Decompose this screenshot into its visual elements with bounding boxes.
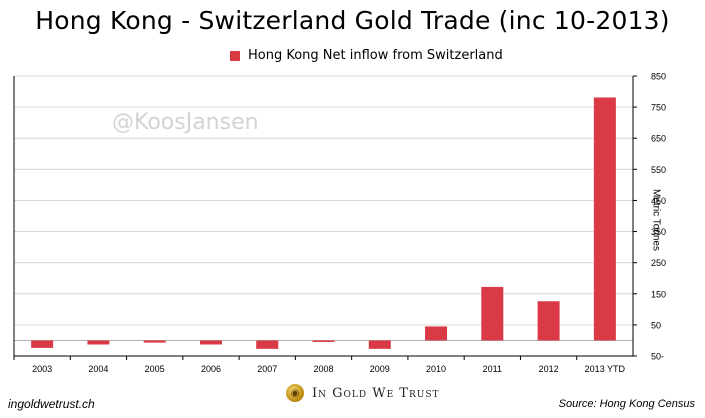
bar <box>593 97 616 341</box>
x-tick-label: 2009 <box>370 364 390 374</box>
y-tick-label: 150 <box>651 289 666 299</box>
brand-name: In Gold We Trust <box>312 385 440 401</box>
bar <box>481 286 504 341</box>
y-tick-label: 250 <box>651 258 666 268</box>
x-tick-label: 2005 <box>145 364 165 374</box>
legend: Hong Kong Net inflow from Switzerland <box>230 48 503 63</box>
bar <box>31 340 54 348</box>
y-axis-label: Metric Tonnes <box>650 188 662 252</box>
y-tick-label: 750 <box>651 103 666 113</box>
watermark: @KoosJansen <box>112 110 259 135</box>
bar <box>425 326 448 341</box>
x-tick-label: 2010 <box>426 364 446 374</box>
bar <box>199 340 222 345</box>
source-note: Source: Hong Kong Census <box>558 398 695 410</box>
y-tick-label: 650 <box>651 134 666 144</box>
x-tick-label: 2013 YTD <box>585 364 626 374</box>
x-tick-label: 2008 <box>313 364 333 374</box>
bar <box>368 340 391 349</box>
x-tick-label: 2007 <box>257 364 277 374</box>
y-tick-label: 550 <box>651 165 666 175</box>
bar <box>87 340 110 345</box>
bar <box>256 340 279 349</box>
bar <box>143 340 166 343</box>
x-tick-label: 2012 <box>539 364 559 374</box>
x-tick-label: 2004 <box>88 364 108 374</box>
y-tick-label: 850 <box>651 72 666 82</box>
x-tick-label: 2006 <box>201 364 221 374</box>
footer-site: ingoldwetrust.ch <box>8 397 95 411</box>
brand: ◉ In Gold We Trust <box>286 384 440 402</box>
legend-swatch <box>230 50 240 61</box>
y-tick-label: 350 <box>651 227 666 237</box>
chart-title: Hong Kong - Switzerland Gold Trade (inc … <box>35 6 670 35</box>
x-tick-label: 2003 <box>32 364 52 374</box>
x-tick-label: 2011 <box>483 364 502 374</box>
y-tick-label: 50- <box>651 352 664 362</box>
legend-label: Hong Kong Net inflow from Switzerland <box>248 48 503 63</box>
brand-logo-icon: ◉ <box>286 384 304 402</box>
bar <box>312 340 335 342</box>
bar <box>537 301 560 341</box>
y-tick-label: 50 <box>651 320 661 330</box>
y-tick-label: 450 <box>651 196 666 206</box>
